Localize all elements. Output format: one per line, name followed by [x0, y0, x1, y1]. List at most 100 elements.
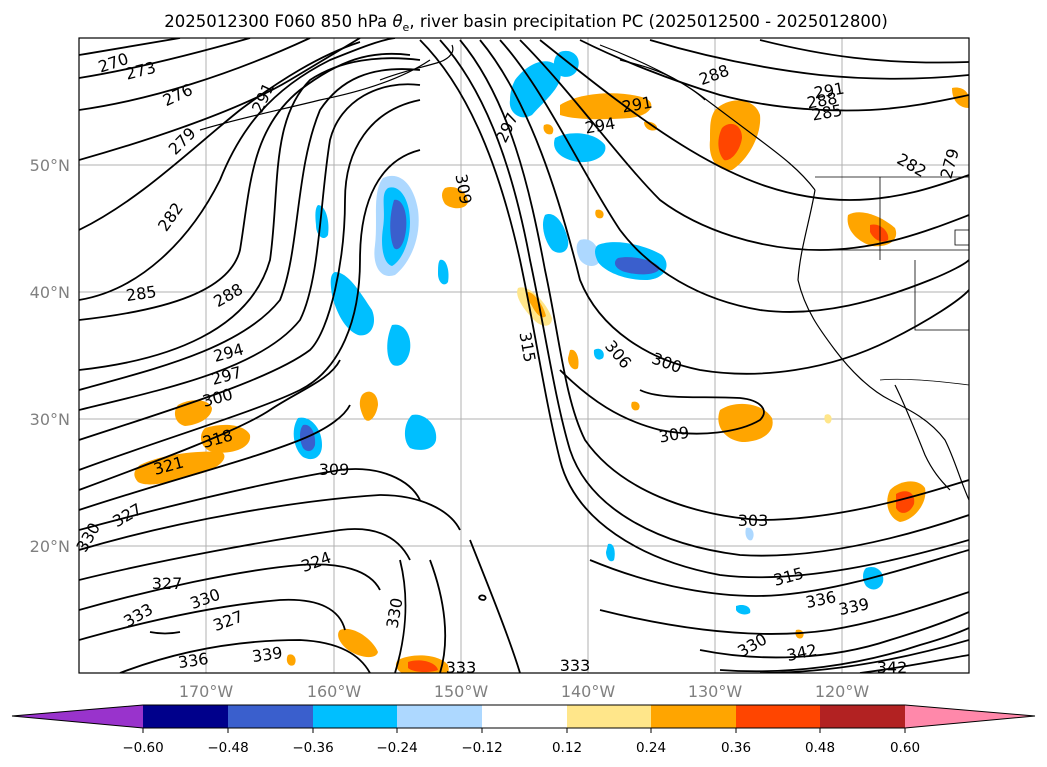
contour-270: [79, 38, 181, 56]
contour-297: [79, 83, 421, 411]
pos-patch: [824, 414, 832, 424]
colorbar-bin: [651, 705, 736, 728]
pos-patch: [870, 224, 889, 242]
contour-330b: [699, 611, 969, 659]
contour-330c: [394, 559, 407, 673]
colorbar-tick-label: 0.60: [890, 740, 920, 756]
lon-label-160w: 160°W: [307, 682, 362, 701]
contour-285b: [649, 39, 969, 80]
neg-patch: [300, 424, 316, 452]
pos-patch: [408, 660, 438, 673]
pos-patch: [286, 654, 296, 666]
colorbar: −0.60 −0.48 −0.36 −0.24 −0.12 0.12 0.24 …: [11, 704, 1036, 756]
state-border: [954, 229, 969, 246]
neg-patch: [576, 239, 600, 266]
contour-327: [119, 639, 371, 673]
contour-318b: [599, 591, 969, 635]
contour-324: [79, 598, 346, 641]
neg-patch: [387, 324, 411, 366]
colorbar-tick-label: 0.36: [721, 740, 751, 756]
contour-288: [79, 52, 411, 321]
positive-pc-patches: [134, 87, 969, 673]
contour-282: [79, 41, 361, 231]
lon-label-140w: 140°W: [561, 682, 616, 701]
aleutian-coast: [199, 59, 431, 131]
neg-patch: [404, 414, 437, 450]
colorbar-bin: [143, 705, 228, 728]
contour-291: [79, 57, 421, 371]
baja-peninsula: [894, 384, 951, 491]
pos-patch: [595, 209, 604, 219]
map-panel: 270 273 276 279 291 282 285 288 294 297 …: [72, 37, 970, 677]
contour-288b: [579, 39, 969, 112]
colorbar-bin: [820, 705, 905, 728]
colorbar-tick-label: −0.36: [292, 740, 333, 756]
lat-label-40n: 40°N: [30, 283, 70, 302]
contour-339b: [859, 654, 969, 673]
contour-300b: [479, 39, 969, 375]
contour-273: [79, 38, 251, 79]
contour-315b: [589, 549, 969, 597]
pos-patch: [359, 391, 378, 421]
contour-label: 339: [251, 643, 284, 666]
contour-300: [79, 99, 421, 441]
colorbar-tick-label: 0.48: [805, 740, 835, 756]
contour-294: [79, 68, 421, 391]
contour-label: 303: [738, 511, 769, 530]
pos-patch: [338, 628, 378, 658]
contour-303b: [459, 39, 969, 521]
state-border: [914, 260, 969, 331]
border-us-mexico: [879, 378, 969, 386]
lat-label-30n: 30°N: [30, 410, 70, 429]
lat-label-20n: 20°N: [30, 537, 70, 556]
contour-291b: [539, 39, 969, 201]
contour-label: 285: [125, 282, 158, 305]
title-theta: θ: [392, 12, 402, 31]
colorbar-tick-label: 0.24: [636, 740, 666, 756]
colorbar-tick-label: −0.24: [376, 740, 417, 756]
pos-patch: [200, 424, 251, 453]
contour-279: [79, 38, 361, 161]
contour-label: 342: [877, 658, 908, 677]
contour-333c: [429, 559, 447, 673]
contour-label: 309: [319, 460, 350, 479]
alaska-peninsula: [379, 44, 454, 81]
neg-patch: [390, 199, 407, 250]
alaska-panhandle: [599, 44, 816, 191]
contour-label: 336: [177, 649, 210, 672]
neg-patch: [606, 543, 615, 562]
contour-label: 333: [560, 656, 591, 675]
contour-309c: [559, 369, 765, 435]
lon-label-120w: 120°W: [815, 682, 870, 701]
colorbar-bin: [313, 705, 397, 728]
lon-label-170w: 170°W: [179, 682, 234, 701]
pos-patch: [527, 292, 546, 318]
contour-309a: [79, 404, 351, 511]
contour-309: [419, 39, 969, 579]
contour-306: [79, 359, 341, 491]
contour-315: [79, 494, 461, 551]
colorbar-tick-label: −0.12: [461, 740, 502, 756]
colorbar-bin: [228, 705, 313, 728]
neg-patch: [745, 527, 754, 541]
contour-303: [79, 149, 421, 471]
pos-patch: [952, 87, 969, 108]
contour-312: [79, 468, 421, 531]
colorbar-bin: [482, 705, 567, 728]
contour-297b: [499, 39, 969, 313]
contour-small: [149, 631, 181, 635]
colorbar-tick-label: −0.60: [122, 740, 163, 756]
pos-patch: [795, 629, 804, 639]
colorbar-over-extend: [905, 705, 1035, 728]
colorbar-bin: [736, 705, 820, 728]
contour-336c: [469, 539, 521, 673]
title-suffix: , river basin precipitation PC (20250125…: [409, 12, 887, 31]
colorbar-tick-label: 0.12: [552, 740, 582, 756]
contour-282b: [759, 39, 969, 64]
pos-patch: [718, 403, 773, 442]
contour-276: [79, 38, 311, 111]
neg-patch: [438, 259, 449, 285]
pos-patch: [568, 349, 579, 370]
contour-321: [79, 563, 381, 611]
